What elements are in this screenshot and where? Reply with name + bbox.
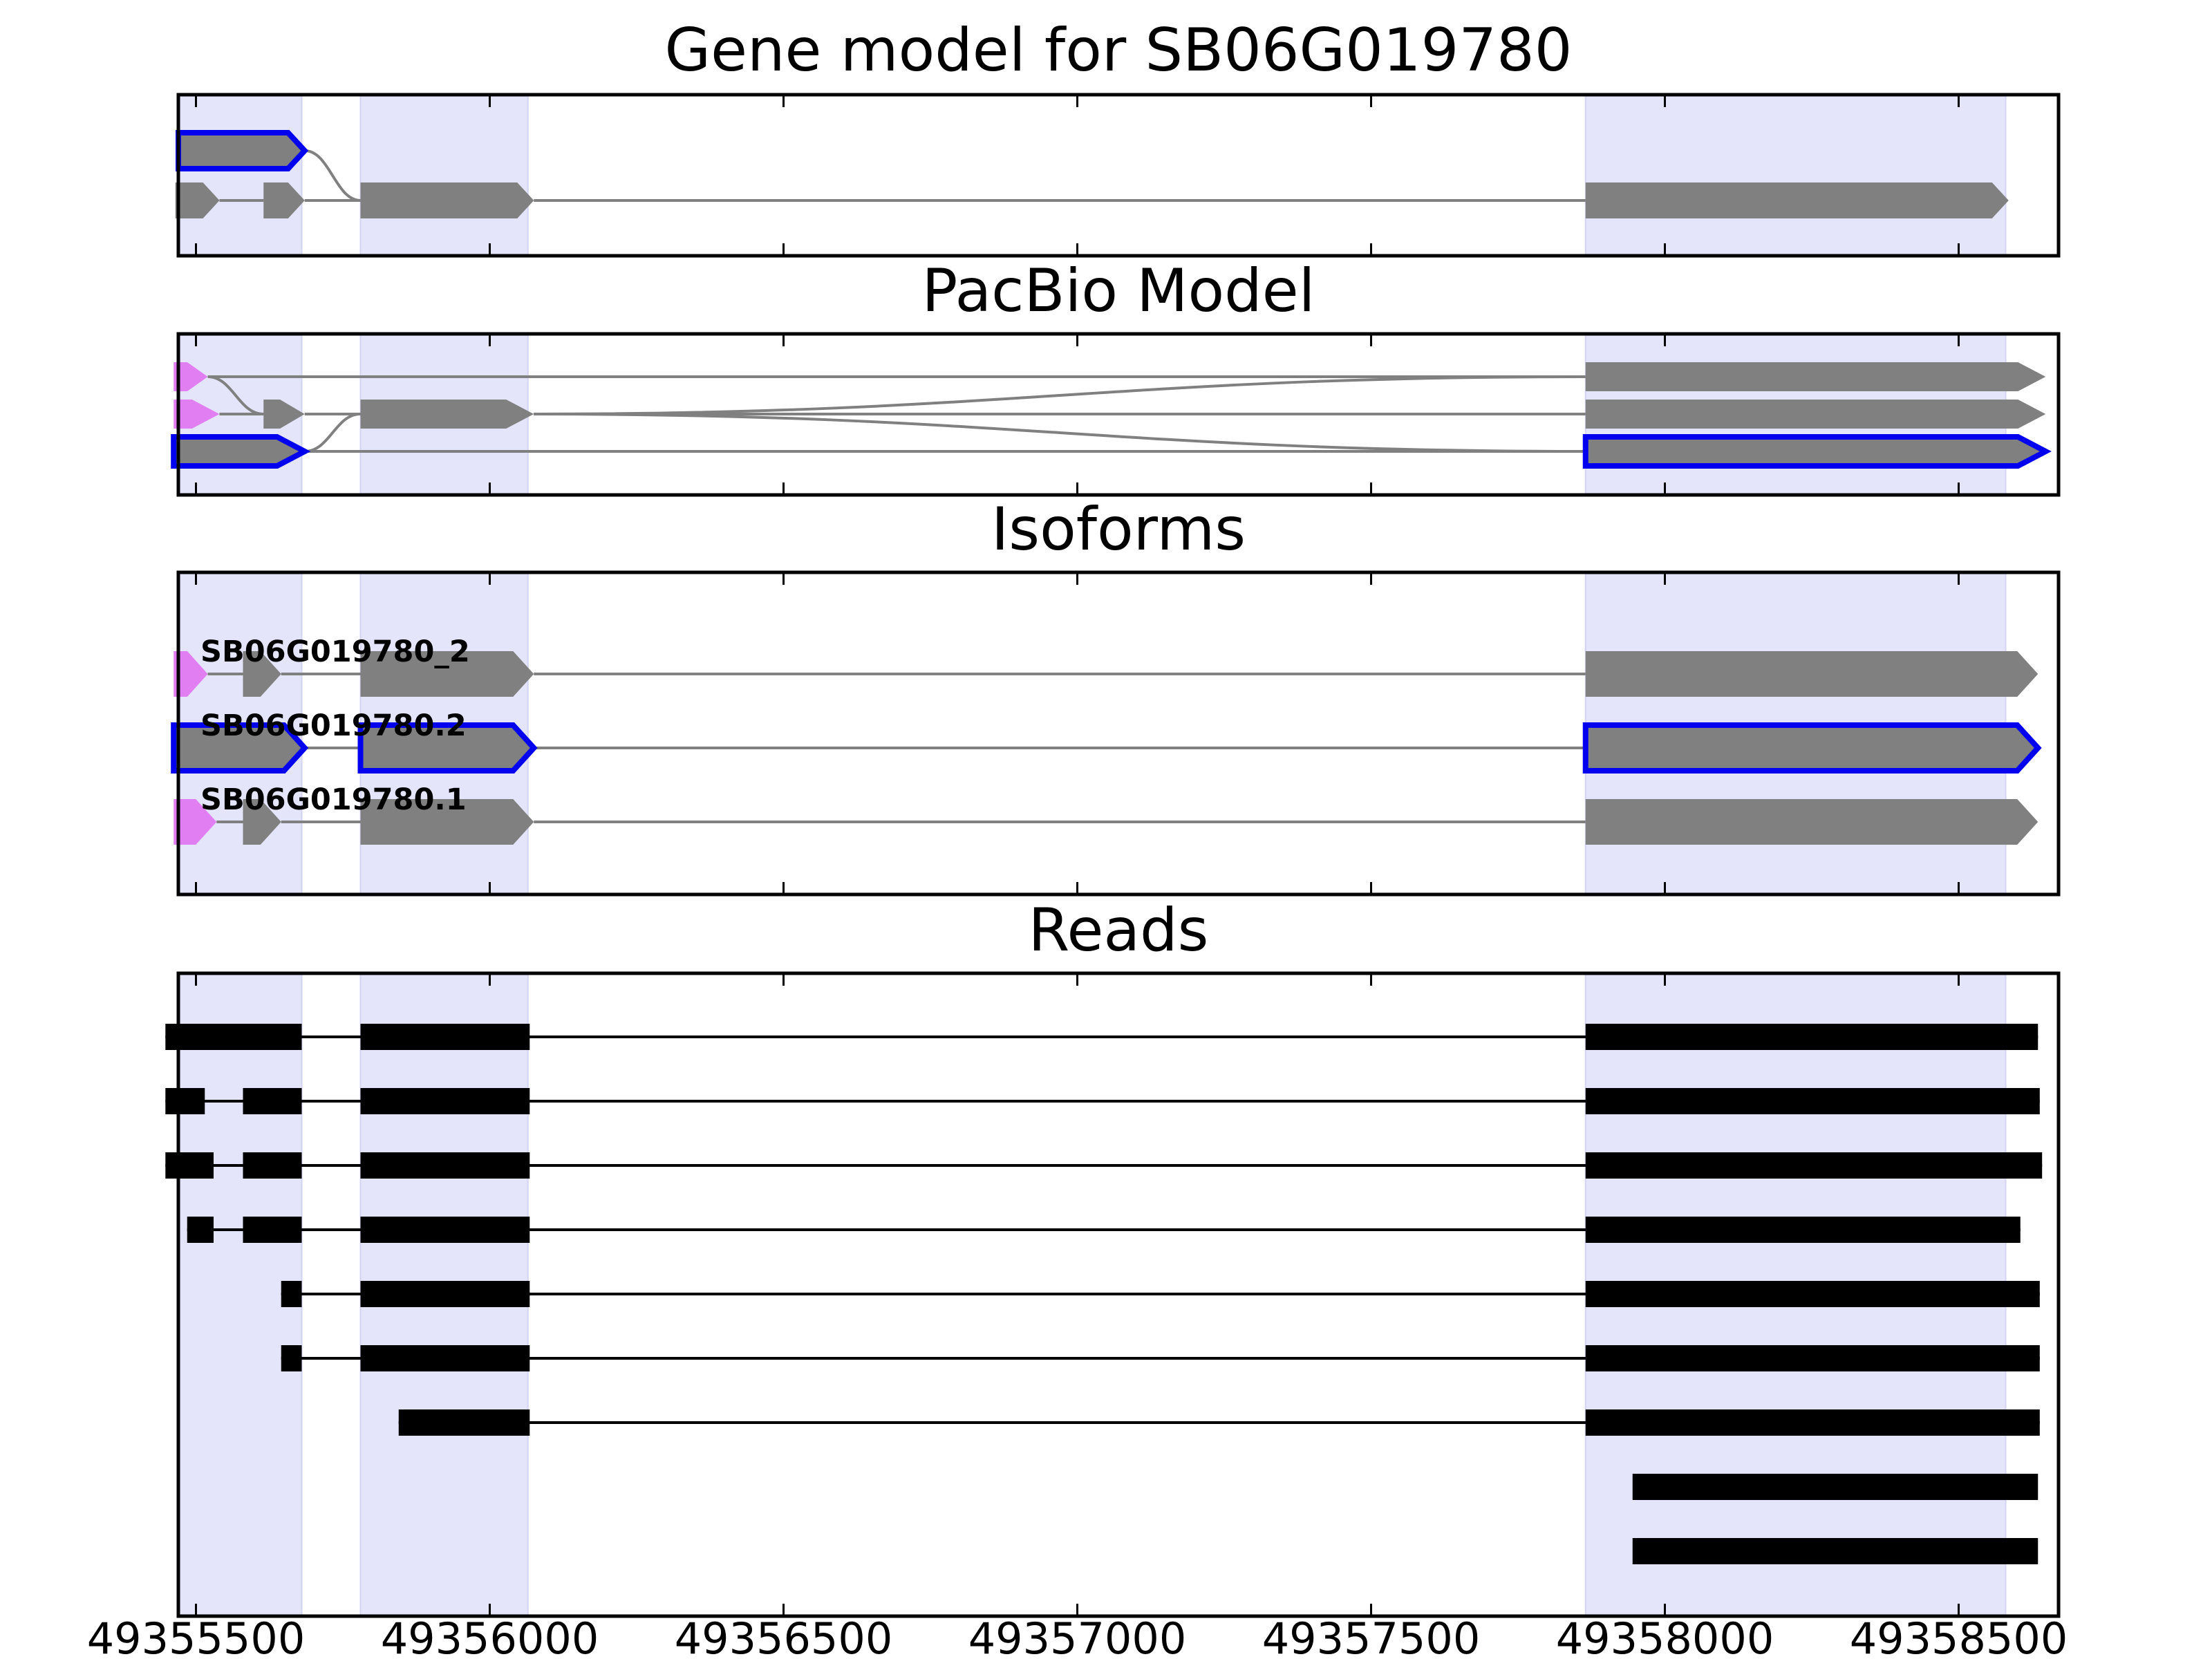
panel-frame-isoforms <box>176 570 2061 897</box>
exon-pacbio-1-1 <box>263 400 305 429</box>
exon-isoforms-2-0 <box>174 799 217 845</box>
x-tick-label: 49357000 <box>968 1613 1187 1659</box>
exon-pacbio-0-0 <box>174 362 208 391</box>
panel-frame-reads <box>176 971 2061 1618</box>
x-tick-label: 49358500 <box>1850 1613 2068 1659</box>
read-block-4-0 <box>281 1281 302 1307</box>
exon-gene-0-0 <box>176 130 309 171</box>
read-block-6-1 <box>1585 1409 2040 1436</box>
read-block-7-0 <box>1632 1474 2038 1500</box>
read-block-5-2 <box>1585 1345 2040 1371</box>
x-tick-label: 49355500 <box>87 1613 306 1659</box>
exon-gene-1-0 <box>175 182 220 218</box>
read-block-3-3 <box>1585 1217 2021 1243</box>
highlight-region-1 <box>359 94 529 256</box>
x-tick-label: 49356500 <box>675 1613 893 1659</box>
read-block-0-0 <box>165 1024 302 1050</box>
read-block-4-2 <box>1585 1281 2040 1307</box>
highlight-region-2 <box>1584 94 2007 256</box>
read-block-3-1 <box>243 1217 302 1243</box>
exon-pacbio-2-1 <box>1582 434 2052 469</box>
panel-title-pacbio: PacBio Model <box>921 256 1315 326</box>
exon-isoforms-1-0 <box>171 722 309 774</box>
exon-isoforms-2-2 <box>360 799 534 845</box>
exon-gene-1-2 <box>360 182 534 218</box>
exon-pacbio-1-2 <box>360 400 534 429</box>
exon-isoforms-0-1 <box>243 651 281 697</box>
exon-isoforms-1-1 <box>357 722 538 774</box>
exon-pacbio-1-0 <box>174 400 220 429</box>
splice-link-pacbio-1 <box>304 413 361 453</box>
exon-gene-1-3 <box>1585 182 2009 218</box>
exon-pacbio-2-0 <box>171 434 311 469</box>
exon-isoforms-2-1 <box>243 799 281 845</box>
read-block-3-0 <box>187 1217 214 1243</box>
read-block-2-3 <box>1585 1152 2043 1179</box>
x-axis: 49355500 49356000 49356500 49357000 49357500… <box>87 1613 2068 1659</box>
x-tick-label: 49358000 <box>1556 1613 1774 1659</box>
read-block-3-2 <box>360 1217 530 1243</box>
read-block-5-0 <box>281 1345 302 1371</box>
isoform-label: SB06G019780.1 <box>200 782 467 817</box>
panel-gene: Gene model for SB06G019780 <box>175 16 2061 258</box>
exon-isoforms-2-3 <box>1585 799 2038 845</box>
x-tick-label: 49356000 <box>381 1613 599 1659</box>
read-block-0-2 <box>1585 1024 2038 1050</box>
read-block-1-0 <box>165 1088 205 1114</box>
panel-pacbio: PacBio Model <box>171 256 2061 497</box>
read-block-1-1 <box>243 1088 302 1114</box>
read-block-8-0 <box>1632 1538 2038 1564</box>
splice-link-gene-0 <box>304 149 361 202</box>
x-tick-label: 49357500 <box>1262 1613 1481 1659</box>
read-block-2-2 <box>360 1152 530 1179</box>
splice-link-pacbio-0 <box>207 375 264 415</box>
exon-pacbio-1-3 <box>1585 400 2046 429</box>
exon-gene-1-1 <box>263 182 305 218</box>
exon-isoforms-0-0 <box>174 651 208 697</box>
splice-link-pacbio-2 <box>534 375 1586 415</box>
isoform-label: SB06G019780.2 <box>200 709 467 743</box>
read-block-2-1 <box>243 1152 302 1179</box>
exon-pacbio-0-1 <box>1585 362 2046 391</box>
read-block-1-2 <box>360 1088 530 1114</box>
exon-isoforms-1-2 <box>1582 722 2042 774</box>
panel-reads: Reads <box>165 896 2061 1618</box>
panel-isoforms: Isoforms SB06G019780_2 SB06G019780.2 SB06G0… <box>171 495 2061 897</box>
isoform-label: SB06G019780_2 <box>200 635 470 669</box>
read-block-5-1 <box>360 1345 530 1371</box>
panel-frame-pacbio <box>176 332 2061 497</box>
panel-title-gene: Gene model for SB06G019780 <box>665 16 1573 85</box>
read-block-4-1 <box>360 1281 530 1307</box>
read-block-6-0 <box>398 1409 530 1436</box>
panel-title-reads: Reads <box>1029 896 1209 965</box>
splice-link-pacbio-3 <box>534 413 1586 453</box>
read-block-1-3 <box>1585 1088 2040 1114</box>
panel-frame-gene <box>176 93 2061 258</box>
exon-isoforms-0-3 <box>1585 651 2038 697</box>
panel-title-isoforms: Isoforms <box>991 495 1246 564</box>
read-block-2-0 <box>165 1152 214 1179</box>
read-block-0-1 <box>360 1024 530 1050</box>
highlight-region-0 <box>178 94 303 256</box>
exon-isoforms-0-2 <box>360 651 534 697</box>
